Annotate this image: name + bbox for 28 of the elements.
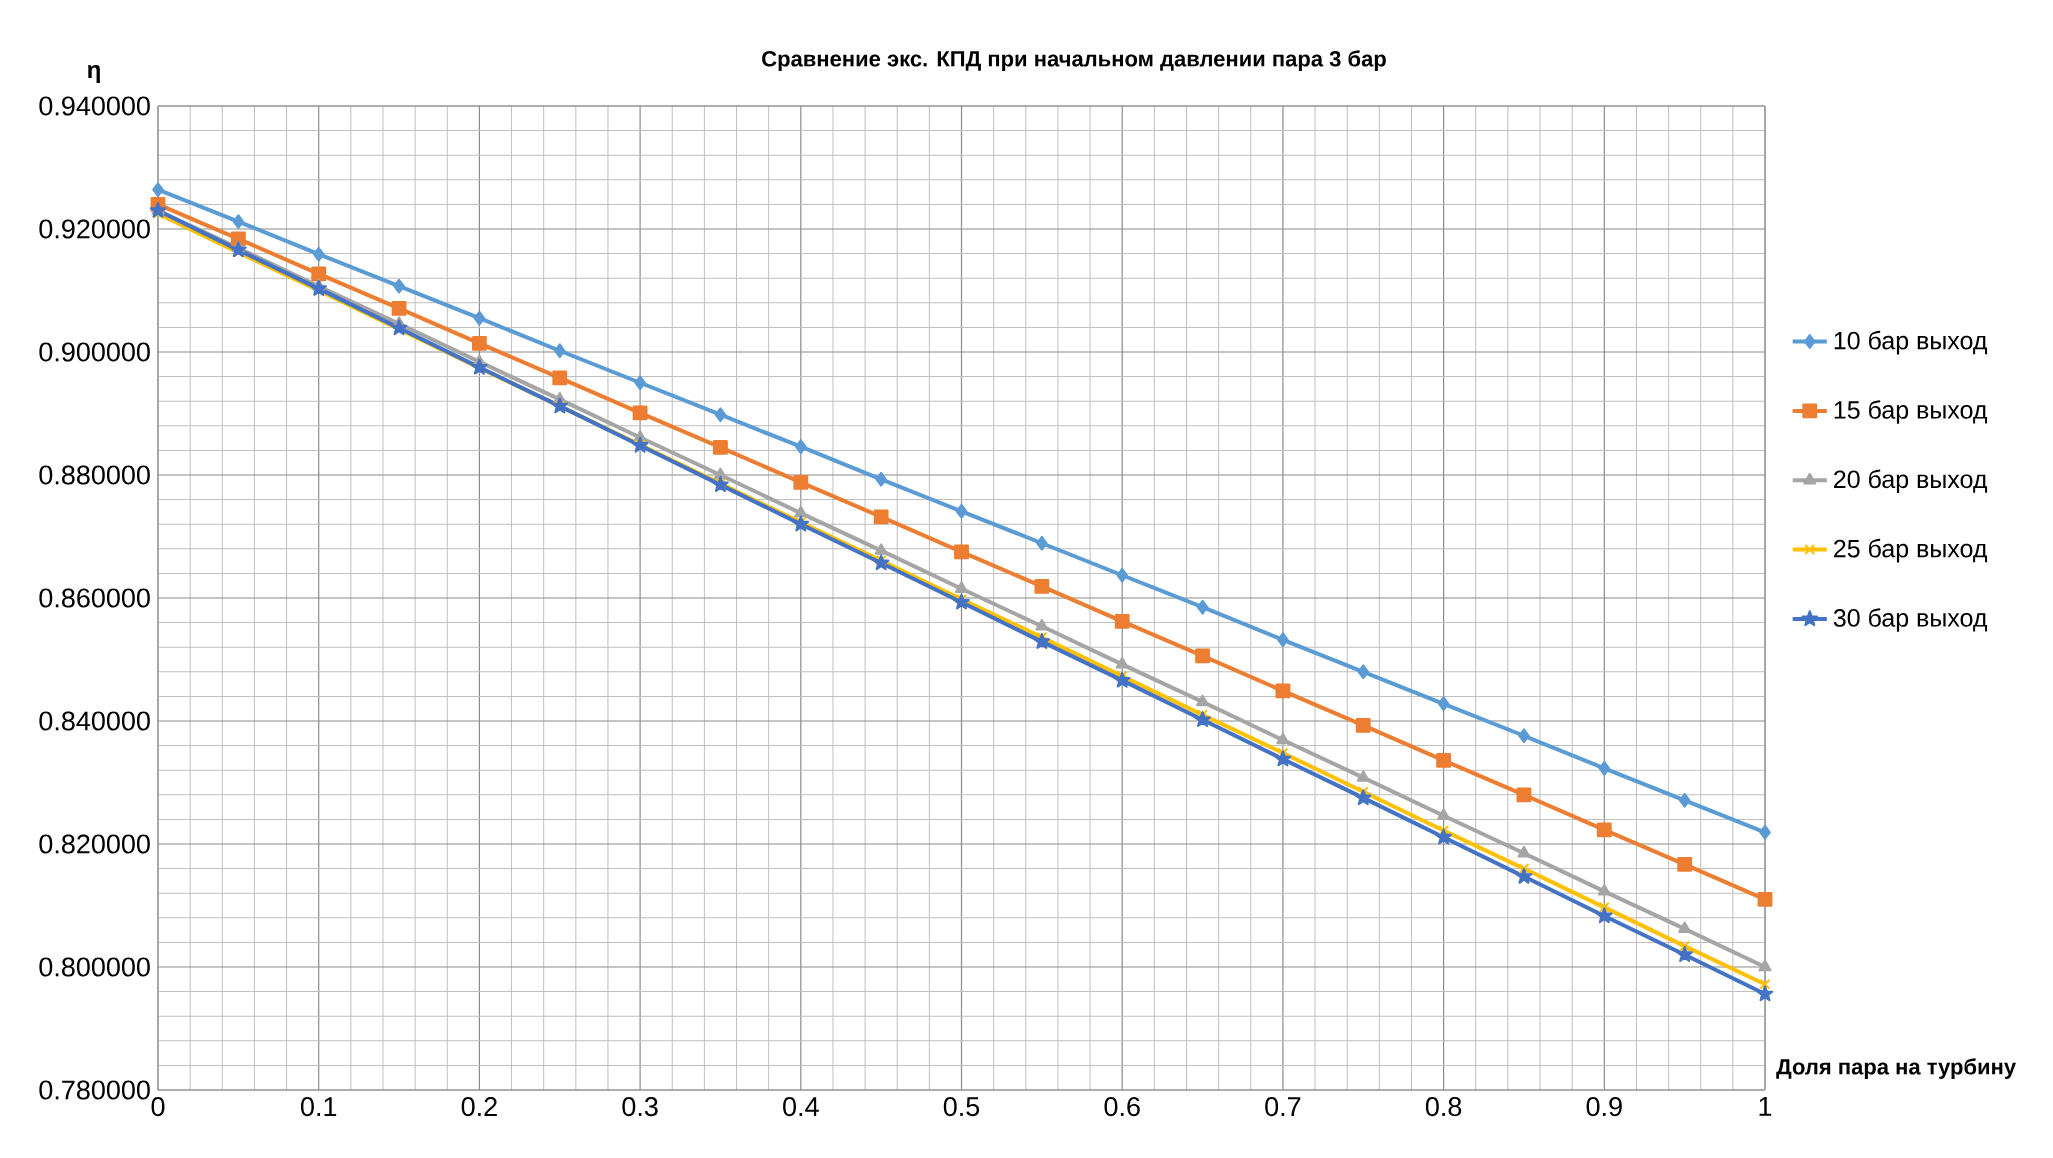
y-tick-label: 0.800000 <box>39 957 150 977</box>
y-tick-label: 0.860000 <box>39 588 150 608</box>
y-tick-label: 0.820000 <box>39 834 150 854</box>
x-tick-label: 0.6 <box>1104 1097 1140 1117</box>
legend-label: 15 бар выход <box>1834 400 1988 424</box>
y-tick-label: 0.900000 <box>39 342 150 362</box>
legend-label: 25 бар выход <box>1834 538 1988 563</box>
y-tick-label: 0.840000 <box>39 711 150 731</box>
y-tick-label: 0.880000 <box>39 465 150 485</box>
x-tick-label: 0.9 <box>1586 1097 1622 1117</box>
legend-label: 10 бар выход <box>1834 330 1988 355</box>
x-axis-title: Доля пара на турбину <box>1776 1058 2016 1079</box>
x-tick-label: 0 <box>151 1097 165 1117</box>
x-tick-label: 1 <box>1759 1097 1772 1116</box>
legend-label: 30 бар выход <box>1833 608 1988 632</box>
x-tick-label: 0.5 <box>943 1097 980 1117</box>
legend-label: 20 бар выход <box>1834 469 1988 494</box>
x-tick-label: 0.8 <box>1425 1097 1462 1117</box>
chart-title: Сравнение экс. КПД при начальном давлении пара 3 бар <box>762 50 1386 71</box>
y-tick-label: 0.940000 <box>39 96 150 116</box>
x-tick-label: 0.4 <box>783 1097 819 1117</box>
y-axis-title: η <box>87 65 100 83</box>
x-tick-label: 0.2 <box>461 1097 497 1117</box>
y-tick-label: 0.920000 <box>39 219 150 239</box>
x-tick-label: 0.1 <box>301 1097 337 1117</box>
y-tick-label: 0.780000 <box>39 1080 150 1100</box>
x-tick-label: 0.7 <box>1265 1097 1301 1117</box>
x-tick-label: 0.3 <box>622 1097 658 1117</box>
